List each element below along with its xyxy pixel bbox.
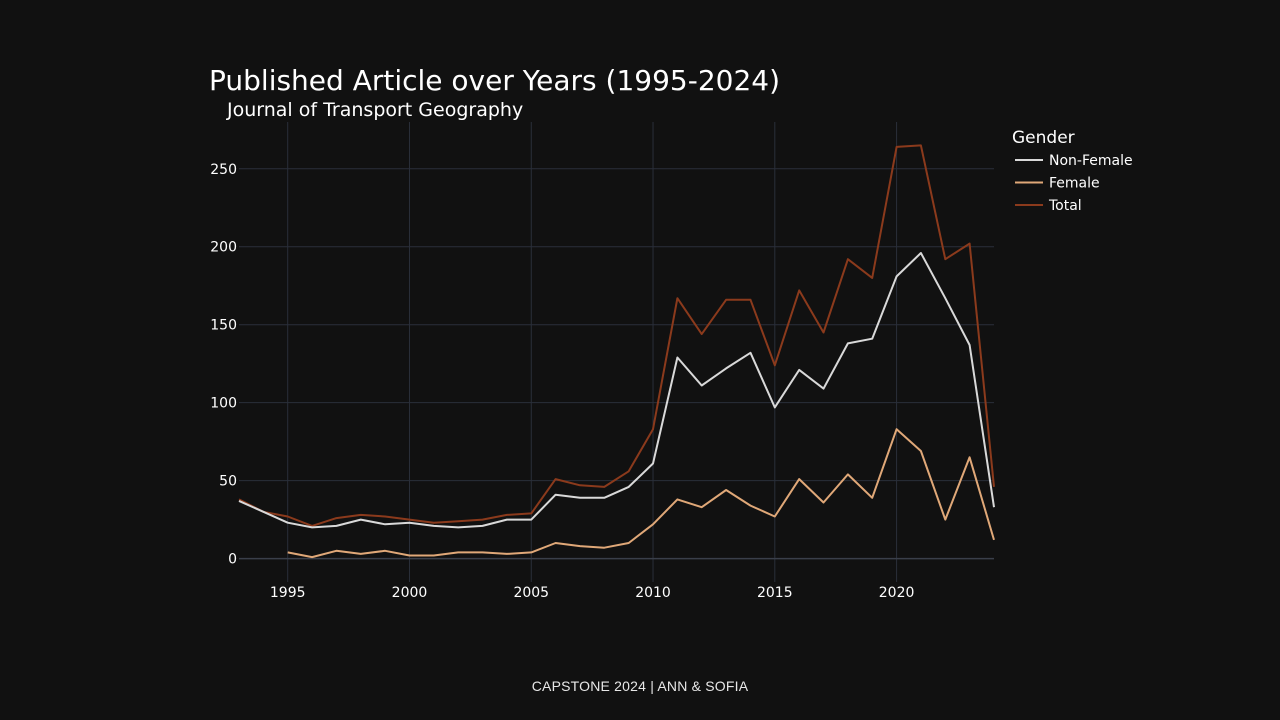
series-line-total <box>238 144 995 527</box>
x-tick-label: 2020 <box>879 585 915 601</box>
y-tick-label: 0 <box>228 552 237 568</box>
x-tick-label: 2010 <box>635 585 671 601</box>
x-tick-label: 1995 <box>270 585 306 601</box>
grid <box>239 122 994 582</box>
series-line-non-female <box>238 252 995 529</box>
chart-title: Published Article over Years (1995-2024) <box>209 64 780 97</box>
y-tick-label: 150 <box>210 318 237 334</box>
y-tick-label: 100 <box>210 396 237 412</box>
y-tick-label: 200 <box>210 240 237 256</box>
legend-label: Female <box>1049 176 1100 192</box>
footer-credit: CAPSTONE 2024 | ANN & SOFIA <box>531 678 749 694</box>
legend-label: Non-Female <box>1049 153 1133 169</box>
legend-label: Total <box>1048 198 1082 214</box>
chart-subtitle: Journal of Transport Geography <box>226 99 523 121</box>
x-tick-label: 2015 <box>757 585 793 601</box>
y-tick-label: 50 <box>219 474 237 490</box>
x-tick-label: 2005 <box>513 585 549 601</box>
series-lines <box>238 144 995 559</box>
legend-title: Gender <box>1012 128 1075 148</box>
legend: Gender Non-Female Female Total <box>1012 128 1133 214</box>
x-tick-label: 2000 <box>392 585 428 601</box>
y-tick-label: 250 <box>210 162 237 178</box>
axes: 1995 2000 2005 2010 2015 2020 0 50 100 150 200 250 <box>210 162 914 601</box>
series-line-female <box>287 428 995 559</box>
